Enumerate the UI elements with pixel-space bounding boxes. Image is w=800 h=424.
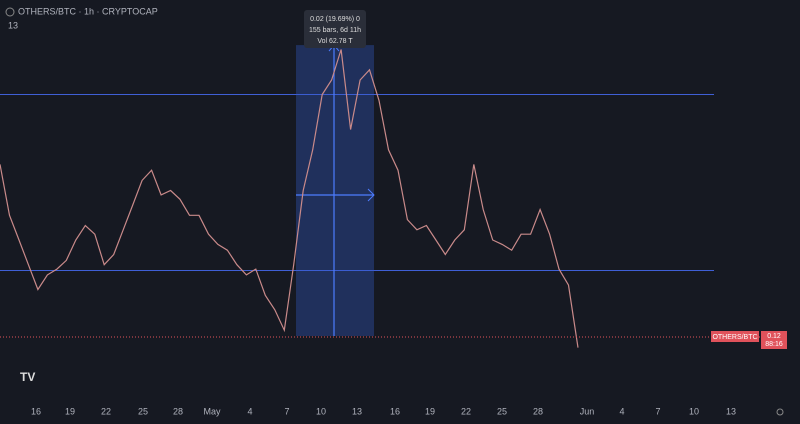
x-tick-label: 10: [316, 406, 326, 416]
x-tick-label: 19: [425, 406, 435, 416]
measure-text: Vol 62.78 T: [317, 38, 353, 45]
symbol-badge-text: OTHERS/BTC: [712, 334, 757, 341]
x-tick-label: 28: [533, 406, 543, 416]
symbol-title: OTHERS/BTC · 1h · CRYPTOCAP: [18, 6, 158, 16]
x-tick-label: 7: [655, 406, 660, 416]
countdown-text: 88:16: [765, 341, 783, 348]
x-tick-label: 22: [461, 406, 471, 416]
x-tick-label: 4: [247, 406, 252, 416]
x-tick-label: 7: [284, 406, 289, 416]
measure-box: [296, 45, 374, 336]
x-tick-label: 22: [101, 406, 111, 416]
x-tick-label: 25: [138, 406, 148, 416]
x-tick-label: 13: [726, 406, 736, 416]
symbol-badge: [711, 331, 759, 342]
x-tick-label: 19: [65, 406, 75, 416]
indicator-label: 13: [8, 20, 18, 30]
measure-text: 0.02 (19.69%) 0: [310, 16, 360, 23]
x-tick-label: 16: [31, 406, 41, 416]
price-line: [0, 49, 579, 348]
price-text: 0.12: [767, 333, 781, 340]
x-tick-label: 4: [619, 406, 624, 416]
x-tick-label: 16: [390, 406, 400, 416]
x-tick-label: 10: [689, 406, 699, 416]
x-tick-label: Jun: [580, 406, 595, 416]
tv-logo: TV: [20, 370, 35, 384]
x-axis: [0, 400, 800, 424]
measure-text: 155 bars, 6d 11h: [309, 27, 361, 34]
settings-icon[interactable]: [776, 408, 784, 416]
measure-tooltip: [304, 10, 366, 48]
x-tick-label: 28: [173, 406, 183, 416]
measure-arrowhead-h: [367, 188, 375, 202]
x-tick-label: 25: [497, 406, 507, 416]
x-tick-label: 13: [352, 406, 362, 416]
x-tick-label: May: [203, 406, 221, 416]
price-badge: [761, 331, 787, 349]
symbol-icon: [5, 7, 15, 17]
